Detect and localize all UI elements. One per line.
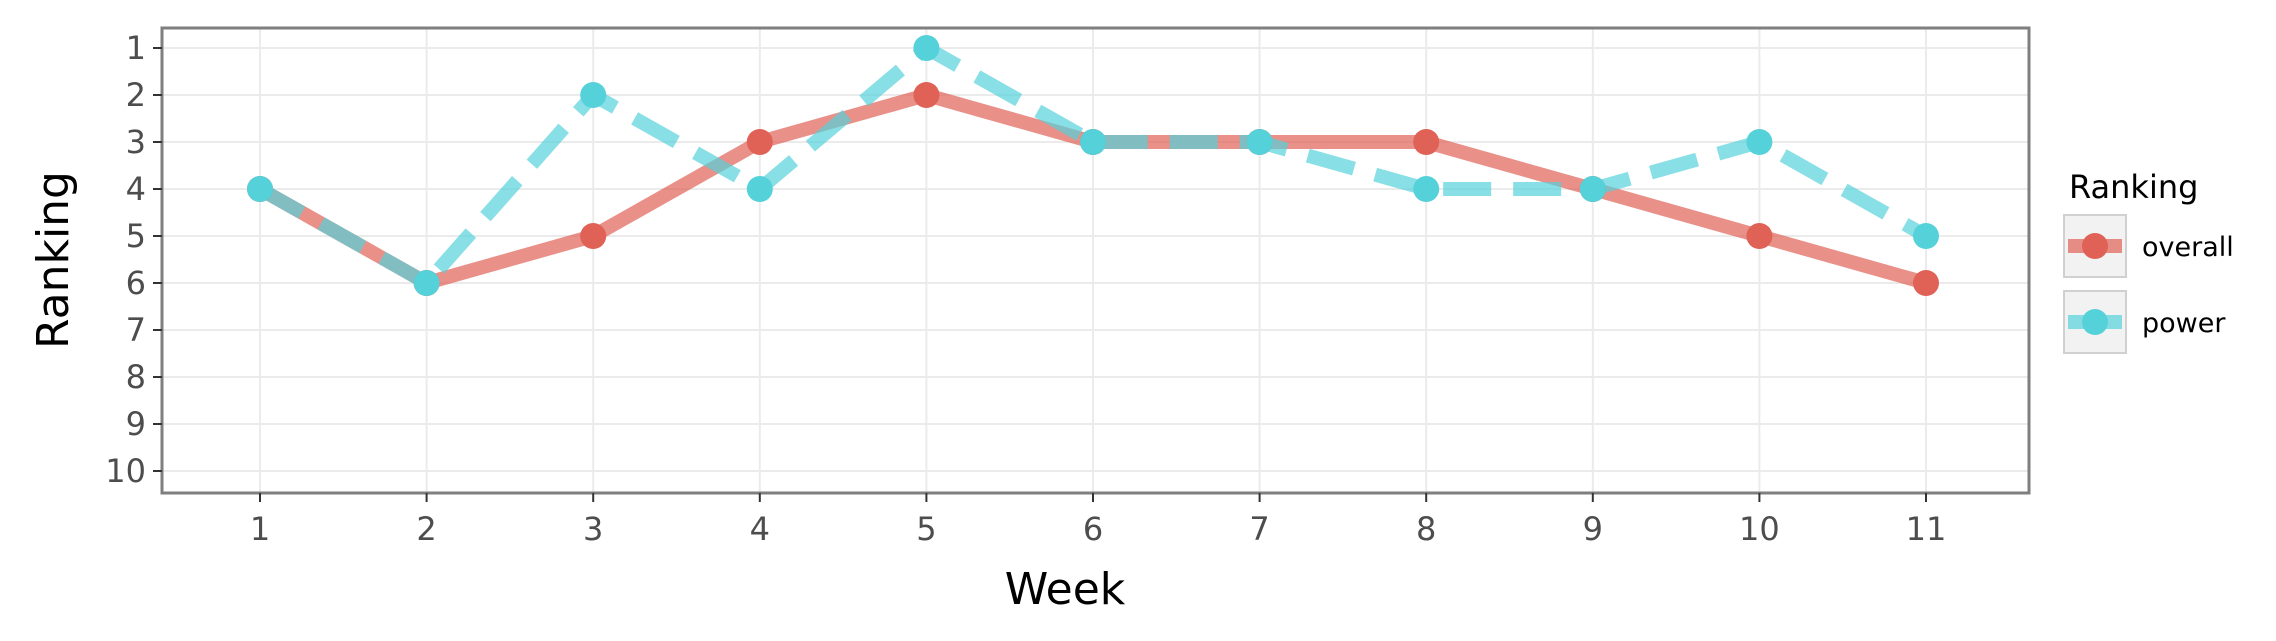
y-tick-label: 3 xyxy=(126,123,146,161)
legend-item-overall: overall xyxy=(2063,214,2234,278)
x-tick-label: 7 xyxy=(1249,510,1269,548)
data-point-overall xyxy=(1913,270,1939,296)
x-tick-label: 10 xyxy=(1739,510,1780,548)
data-point-power xyxy=(746,176,773,202)
y-axis-ticks: 1 2 3 4 5 6 7 8 9 10 xyxy=(105,29,162,490)
x-tick-label: 8 xyxy=(1416,510,1436,548)
x-tick-label: 11 xyxy=(1906,510,1947,548)
x-axis-title: Week xyxy=(1005,564,1126,615)
data-point-power xyxy=(247,176,273,202)
plot-panel xyxy=(162,28,2029,493)
data-point-power xyxy=(913,35,940,61)
data-point-overall xyxy=(913,82,940,108)
legend-key-point xyxy=(2082,309,2108,335)
y-tick-label: 2 xyxy=(126,76,146,114)
data-point-power xyxy=(1913,223,1939,249)
data-point-power xyxy=(413,270,440,296)
x-tick-label: 9 xyxy=(1583,510,1603,548)
data-point-overall xyxy=(580,223,607,249)
series-line-power xyxy=(256,41,1930,290)
y-tick-label: 5 xyxy=(126,217,146,255)
data-point-power xyxy=(1080,129,1106,155)
y-tick-label: 6 xyxy=(126,264,146,302)
legend-key-point xyxy=(2082,233,2108,259)
x-tick-label: 6 xyxy=(1083,510,1103,548)
y-tick-label: 10 xyxy=(105,452,146,490)
data-point-overall xyxy=(1413,129,1440,155)
x-tick-label: 1 xyxy=(250,510,270,548)
data-point-power xyxy=(1579,176,1606,202)
data-point-power xyxy=(1246,129,1273,155)
y-tick-label: 8 xyxy=(126,358,146,396)
y-axis-title: Ranking xyxy=(28,171,79,349)
data-point-power xyxy=(1746,129,1773,155)
data-point-overall xyxy=(1746,223,1773,249)
legend-item-power: power xyxy=(2063,290,2226,354)
y-tick-label: 4 xyxy=(126,170,146,208)
legend: Ranking overall power xyxy=(2063,168,2234,354)
x-gridlines xyxy=(259,28,1927,493)
x-tick-label: 2 xyxy=(416,510,436,548)
plot-border xyxy=(160,26,2031,495)
data-point-power xyxy=(580,82,607,108)
x-tick-label: 5 xyxy=(916,510,936,548)
data-point-power xyxy=(1413,176,1440,202)
series-points xyxy=(247,35,1939,296)
x-axis-ticks: 1 2 3 4 5 6 7 8 9 10 11 xyxy=(250,493,1947,548)
legend-label: power xyxy=(2142,308,2226,339)
data-point-overall xyxy=(746,129,773,155)
y-tick-label: 1 xyxy=(126,29,146,67)
x-tick-label: 4 xyxy=(750,510,770,548)
y-tick-label: 7 xyxy=(126,311,146,349)
y-tick-label: 9 xyxy=(126,405,146,443)
x-tick-label: 3 xyxy=(583,510,603,548)
legend-label: overall xyxy=(2142,232,2234,263)
legend-title: Ranking xyxy=(2069,168,2198,206)
